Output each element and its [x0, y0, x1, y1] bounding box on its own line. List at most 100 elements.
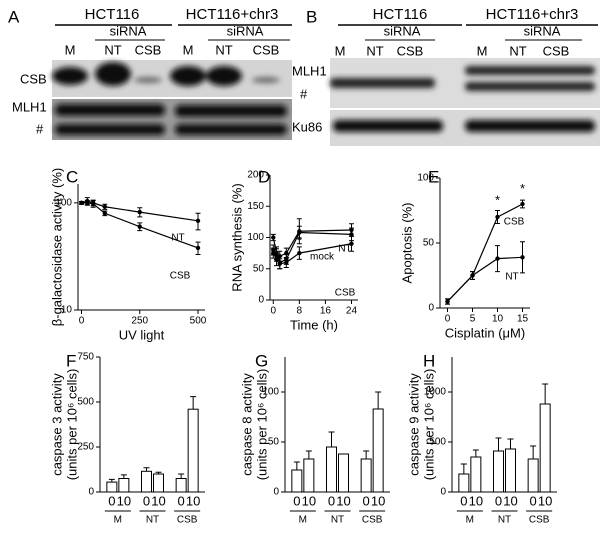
series-label: CSB — [504, 217, 525, 228]
x-tick-label: 8 — [297, 306, 303, 317]
bar — [141, 470, 152, 493]
panel-label: E — [428, 167, 439, 186]
subgroup-label: siRNA — [227, 23, 264, 38]
category-label: NT — [146, 515, 159, 526]
bar — [505, 448, 516, 493]
series-label: CSB — [170, 271, 191, 282]
bar — [153, 473, 164, 493]
data-point — [284, 260, 289, 265]
data-point — [520, 255, 525, 260]
bar — [303, 458, 315, 493]
lane-label: M — [335, 43, 346, 58]
error-bar — [530, 445, 537, 459]
series-label: CSB — [335, 288, 356, 299]
x-tick-label: 10 — [302, 493, 316, 508]
error-bar — [190, 396, 197, 410]
data-point — [445, 299, 450, 304]
y-tick-label: 50 — [268, 437, 280, 448]
y-axis-label: Apoptosis (%) — [399, 203, 414, 284]
x-tick-label: 10 — [503, 493, 517, 508]
lane-label: CSB — [135, 42, 162, 57]
data-point — [195, 245, 201, 251]
annotation: * — [495, 193, 500, 208]
x-tick-label: 500 — [190, 316, 207, 327]
data-point — [297, 230, 302, 235]
y-axis-label: caspase 3 activity — [49, 373, 64, 476]
lane-label: NT — [366, 43, 383, 58]
y-tick-label: 150 — [247, 201, 264, 212]
subgroup-label: siRNA — [384, 23, 421, 38]
y-tick-label: 50 — [253, 263, 265, 274]
panel-label: B — [306, 7, 317, 26]
row-label: MLH1 — [12, 99, 47, 114]
bar — [372, 408, 384, 493]
x-tick-label: 0 — [293, 493, 300, 508]
data-point — [137, 224, 142, 229]
y-axis-label: (units per 10⁶ cells) — [64, 369, 79, 481]
chart: F 0 250 500 750 caspase 3 activity (units per … — [49, 351, 205, 526]
data-point — [349, 241, 354, 246]
data-point — [85, 200, 90, 206]
x-tick-label: 0 — [178, 493, 185, 508]
lane-label: M — [477, 43, 488, 58]
lane-label: NT — [104, 42, 121, 57]
x-tick-label: 0 — [460, 493, 467, 508]
x-tick-label: 10 — [186, 493, 200, 508]
y-axis-label: (units per 10⁶ cells) — [254, 369, 269, 481]
x-tick-label: 10 — [492, 314, 504, 325]
error-bar — [328, 431, 335, 447]
bar — [106, 481, 118, 493]
bar — [527, 458, 539, 493]
lane-label: NT — [215, 42, 232, 57]
data-point — [495, 214, 500, 220]
data-point — [520, 201, 525, 207]
y-axis-label: (units per 10⁶ cells) — [421, 369, 436, 481]
error-bar — [375, 391, 382, 409]
panel-a: A HCT116 HCT116+chr3 siRNA siRNA M NT CS… — [8, 6, 292, 140]
bar — [458, 473, 470, 493]
bar — [470, 456, 482, 493]
error-bar — [460, 463, 467, 474]
row-label: Ku86 — [292, 119, 322, 134]
error-bar — [363, 450, 370, 459]
panel-label: A — [8, 7, 20, 26]
error-bar — [120, 474, 127, 479]
bar — [326, 446, 337, 493]
y-axis-label: β-galactosidase activity (%) — [49, 168, 64, 326]
bar — [175, 478, 187, 493]
group-label: HCT116+chr3 — [186, 6, 279, 23]
x-tick-label: 16 — [320, 306, 332, 317]
x-tick-label: 10 — [538, 493, 552, 508]
y-tick-label: 200 — [247, 170, 264, 181]
y-tick-label: 100 — [417, 173, 434, 184]
x-tick-label: 10 — [117, 493, 131, 508]
category-label: CSB — [177, 515, 198, 526]
x-tick-label: 0 — [363, 493, 370, 508]
x-tick-label: 10 — [371, 493, 385, 508]
y-axis-label: caspase 8 activity — [239, 373, 254, 476]
series-line — [272, 231, 352, 264]
data-point — [470, 273, 475, 278]
y-tick-label: 50 — [423, 238, 435, 249]
x-axis-label: Time (h) — [290, 317, 338, 332]
lane-label: CSB — [397, 43, 424, 58]
y-tick-label: 0 — [428, 303, 434, 314]
y-tick-label: 0 — [440, 487, 446, 498]
category-label: CSB — [529, 515, 550, 526]
x-tick-label: 10 — [469, 493, 483, 508]
y-tick-label: 250 — [77, 442, 94, 453]
panel-label: C — [66, 167, 78, 186]
lane-label: NT — [509, 43, 526, 58]
error-bar — [507, 438, 514, 449]
series-label: NT — [505, 272, 518, 283]
x-tick-label: 0 — [270, 306, 276, 317]
error-bar — [542, 383, 549, 404]
error-bar — [293, 461, 300, 470]
y-tick-label: 10 — [61, 305, 73, 316]
row-label: MLH1 — [292, 63, 327, 78]
data-point — [495, 256, 500, 261]
